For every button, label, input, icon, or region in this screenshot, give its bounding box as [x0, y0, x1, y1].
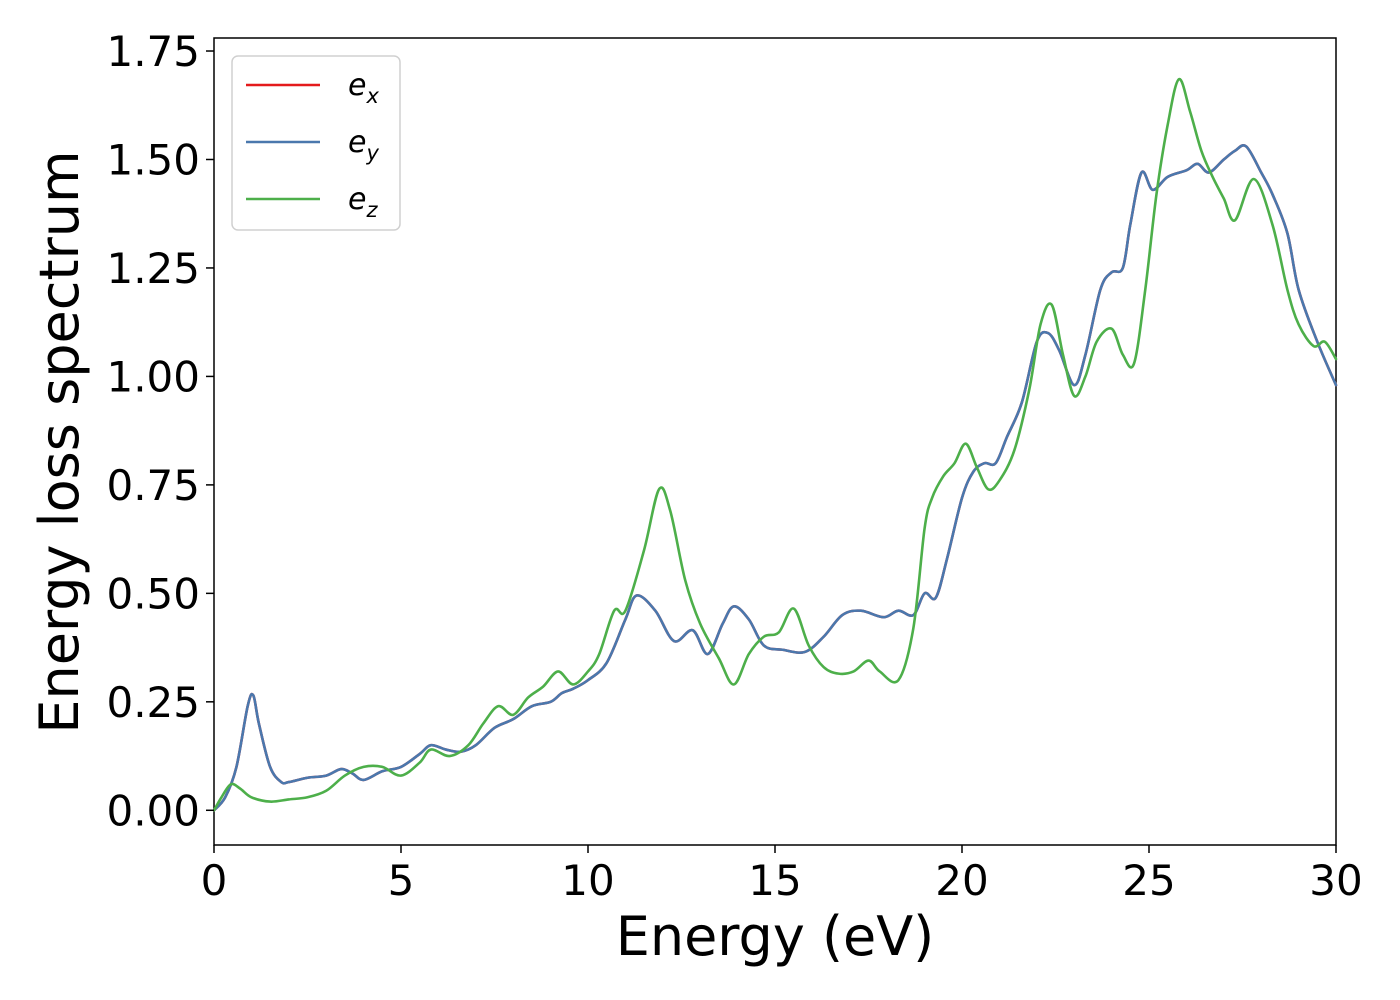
- plot-area: [213, 37, 1337, 846]
- legend-label-ez: ez: [348, 182, 378, 222]
- series-line-ey: [212, 144, 1338, 812]
- series-lines: [212, 77, 1338, 812]
- y-tick-label: 1.00: [106, 352, 200, 401]
- y-tick-label: 0.75: [106, 461, 200, 510]
- legend: ex ey ez: [231, 55, 401, 231]
- y-tick-label: 0.00: [106, 786, 200, 835]
- legend-label-ey: ey: [348, 125, 379, 165]
- x-tick-label: 25: [1122, 856, 1175, 905]
- y-tick-label: 0.50: [106, 569, 200, 618]
- x-tick-label: 10: [561, 856, 614, 905]
- y-tick-label: 0.25: [106, 678, 200, 727]
- series-line-ez: [212, 77, 1338, 812]
- x-tick-label: 30: [1309, 856, 1362, 905]
- x-axis-label: Energy (eV): [616, 905, 935, 968]
- x-axis-ticks: 0 5 10 15 20 25 30: [201, 845, 1363, 905]
- y-tick-label: 1.50: [106, 135, 200, 184]
- y-axis-ticks: 0.00 0.25 0.50 0.75 1.00 1.25 1.50 1.75: [106, 27, 214, 835]
- y-axis-label: Energy loss spectrum: [28, 150, 91, 733]
- x-tick-label: 5: [388, 856, 415, 905]
- legend-label-ex: ex: [348, 68, 379, 108]
- x-tick-label: 20: [935, 856, 988, 905]
- y-tick-label: 1.25: [106, 244, 200, 293]
- y-tick-label: 1.75: [106, 27, 200, 76]
- x-tick-label: 15: [748, 856, 801, 905]
- x-tick-label: 0: [201, 856, 228, 905]
